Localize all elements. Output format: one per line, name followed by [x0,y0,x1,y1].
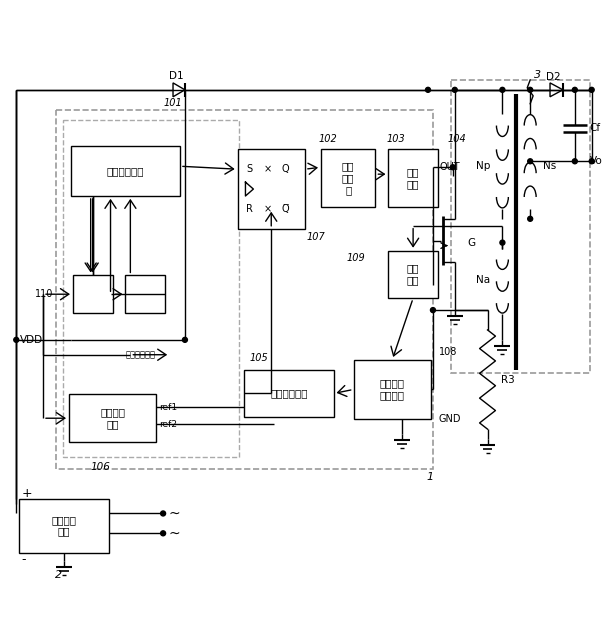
Circle shape [453,87,457,92]
Text: 电压控制单元: 电压控制单元 [106,166,144,176]
Text: Cf: Cf [590,123,601,133]
Circle shape [425,87,431,92]
Text: ref1: ref1 [159,403,177,412]
Bar [71,146,180,196]
Bar [353,360,431,419]
Text: 芯内部各单元: 芯内部各单元 [125,350,155,359]
Circle shape [160,511,166,516]
Text: VDD: VDD [20,335,43,345]
Circle shape [528,159,532,163]
Bar [19,499,108,553]
Text: -: - [21,553,26,565]
Text: 2: 2 [56,570,62,580]
Text: S: S [246,164,252,174]
Circle shape [14,337,19,342]
Bar [244,370,334,417]
Text: 整流滤波
单元: 整流滤波 单元 [51,515,76,537]
Text: R: R [246,204,253,214]
Text: 109: 109 [347,253,365,263]
Text: 103: 103 [387,135,405,144]
Text: Na: Na [476,276,491,285]
Circle shape [572,159,577,163]
Polygon shape [550,83,563,97]
Bar [73,276,113,313]
Text: 驱动
单元: 驱动 单元 [407,167,419,189]
Text: D1: D1 [169,71,183,81]
Circle shape [500,87,505,92]
Circle shape [589,87,594,92]
Text: Vo: Vo [590,156,603,166]
Bar [56,110,433,469]
Text: Q: Q [281,164,289,174]
Bar [388,251,438,298]
Text: 105: 105 [249,353,268,363]
Text: Np: Np [476,162,491,171]
Text: 110: 110 [34,289,53,299]
Text: R3: R3 [502,374,515,385]
Circle shape [500,240,505,245]
Polygon shape [173,83,185,97]
Bar [238,149,305,229]
Text: 102: 102 [319,135,338,144]
Bar [321,149,376,207]
Text: 108: 108 [439,347,457,357]
Text: 104: 104 [448,135,466,144]
Text: 第二电压
比较单元: 第二电压 比较单元 [380,379,405,400]
Text: ~: ~ [168,506,180,520]
Text: +: + [21,487,32,500]
Text: 基准电压
单元: 基准电压 单元 [100,408,125,429]
Text: GND: GND [439,414,462,424]
Bar [451,80,590,372]
Text: ref2: ref2 [159,420,177,429]
Circle shape [160,531,166,536]
Bar [388,149,438,207]
Text: 3: 3 [534,70,541,80]
Bar [69,394,156,442]
Text: Ns: Ns [543,162,557,171]
Circle shape [572,87,577,92]
Text: D2: D2 [546,72,560,82]
Text: 斩波
器单
元: 斩波 器单 元 [342,162,355,195]
Text: 电流控制单元: 电流控制单元 [270,388,308,399]
Text: OUT: OUT [440,162,460,172]
Bar [125,276,165,313]
Text: Q̅: Q̅ [281,204,289,214]
Text: 101: 101 [163,97,182,108]
Text: 1: 1 [426,472,433,482]
Circle shape [183,337,188,342]
Circle shape [450,165,456,170]
Text: 106: 106 [91,462,111,472]
Text: ~: ~ [168,526,180,540]
Text: G: G [468,238,476,247]
Text: ×: × [263,164,271,174]
Text: 滤波
单元: 滤波 单元 [407,263,419,285]
Bar [63,120,240,457]
Circle shape [589,159,594,163]
Circle shape [528,87,532,92]
Text: ×: × [263,204,271,214]
Circle shape [528,216,532,221]
Circle shape [431,308,436,313]
Text: 107: 107 [307,231,325,242]
